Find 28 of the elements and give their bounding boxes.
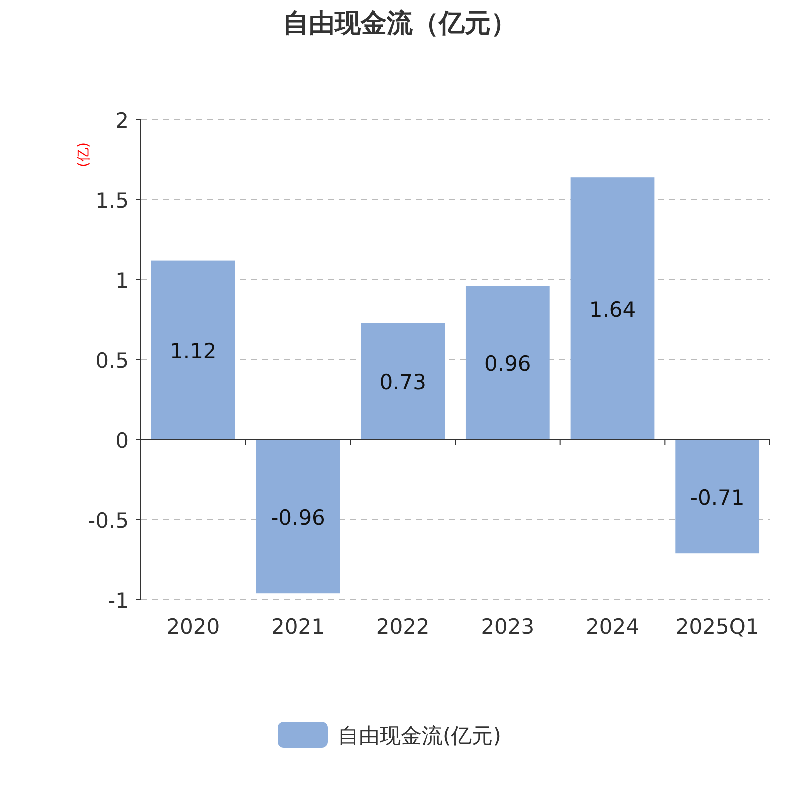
bar [676, 440, 760, 554]
legend-label: 自由现金流(亿元) [338, 724, 502, 748]
data-label: -0.96 [271, 506, 326, 530]
y-tick-label: -0.5 [88, 509, 129, 533]
bar [151, 260, 236, 440]
x-tick-label: 2020 [166, 615, 220, 639]
data-label: 1.64 [589, 298, 636, 322]
data-label: 1.12 [170, 339, 217, 364]
x-tick-label: 2023 [481, 615, 535, 639]
bar [570, 178, 655, 440]
y-tick-label: 0 [116, 429, 129, 453]
data-label: 0.96 [484, 352, 532, 376]
data-label: 0.73 [380, 370, 426, 395]
y-tick-label: 0.5 [96, 349, 129, 373]
bar [256, 440, 340, 594]
y-tick-label: 1 [116, 269, 129, 293]
chart-title: 自由现金流（亿元） [283, 9, 517, 39]
x-tick-label: 2022 [376, 615, 430, 639]
bar [361, 323, 446, 440]
data-label: -0.71 [690, 486, 745, 510]
x-tick-label: 2024 [586, 615, 640, 639]
bar [466, 286, 550, 440]
y-tick-label: -1 [108, 589, 129, 613]
y-tick-label: 1.5 [96, 189, 129, 213]
y-tick-label: 2 [116, 109, 129, 133]
y-axis-title: (亿) [76, 142, 92, 168]
x-tick-label: 2025Q1 [676, 615, 760, 639]
x-tick-label: 2021 [272, 615, 325, 639]
